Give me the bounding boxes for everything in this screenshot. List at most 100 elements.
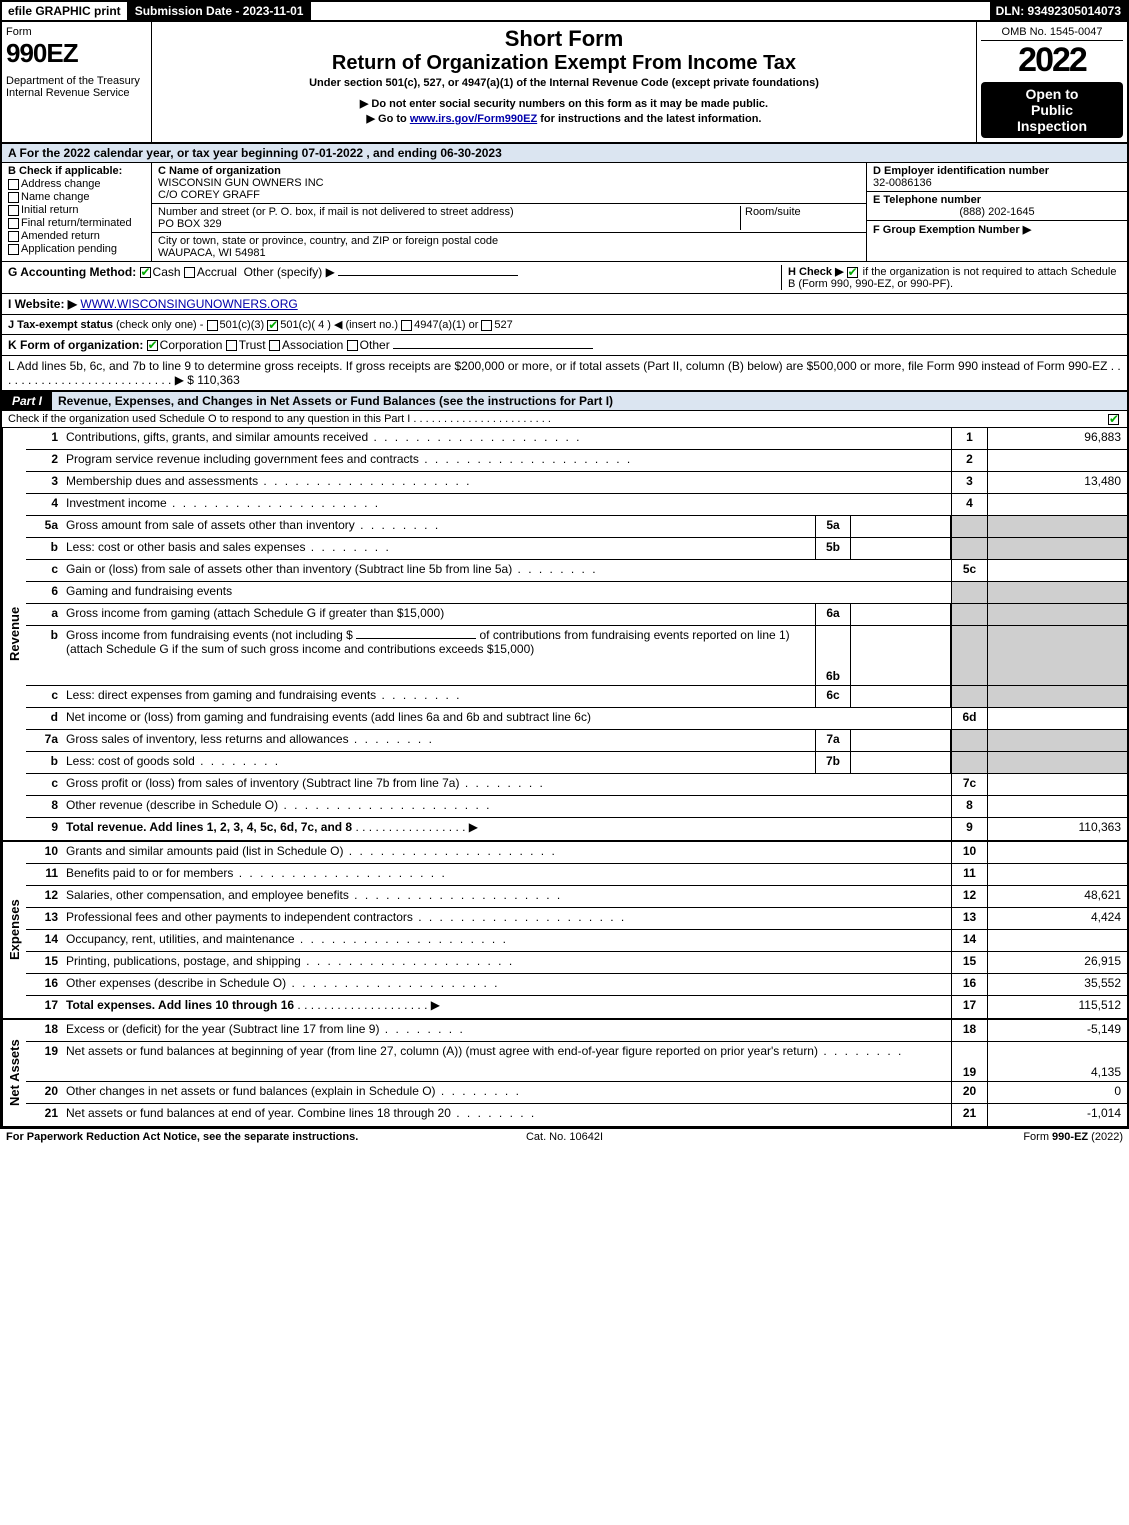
under-section: Under section 501(c), 527, or 4947(a)(1)… — [158, 77, 970, 89]
line5a-miniamt — [851, 516, 951, 537]
line6b-num: b — [26, 626, 62, 685]
cb-association[interactable] — [269, 340, 280, 351]
line18-amt: -5,149 — [987, 1020, 1127, 1041]
lbl-amended-return: Amended return — [21, 230, 100, 242]
cb-application-pending[interactable] — [8, 244, 19, 255]
line15-desc: Printing, publications, postage, and shi… — [62, 952, 951, 973]
line14-num: 14 — [26, 930, 62, 951]
line6d-num: d — [26, 708, 62, 729]
line2-box: 2 — [951, 450, 987, 471]
goto-link[interactable]: www.irs.gov/Form990EZ — [410, 113, 537, 125]
line21-box: 21 — [951, 1104, 987, 1126]
line11-desc: Benefits paid to or for members — [62, 864, 951, 885]
lbl-final-return: Final return/terminated — [21, 217, 132, 229]
line5c-desc: Gain or (loss) from sale of assets other… — [62, 560, 951, 581]
line20-desc: Other changes in net assets or fund bala… — [62, 1082, 951, 1103]
line7c-amt — [987, 774, 1127, 795]
line9-desc: Total revenue. Add lines 1, 2, 3, 4, 5c,… — [62, 818, 951, 840]
cb-501c3[interactable] — [207, 320, 218, 331]
cb-4947a1[interactable] — [401, 320, 412, 331]
l-text: L Add lines 5b, 6c, and 7b to line 9 to … — [8, 359, 1121, 387]
lbl-other-org: Other — [360, 338, 390, 352]
line10-box: 10 — [951, 842, 987, 863]
line8-desc: Other revenue (describe in Schedule O) — [62, 796, 951, 817]
cb-corporation[interactable] — [147, 340, 158, 351]
line11-box: 11 — [951, 864, 987, 885]
line6d-box: 6d — [951, 708, 987, 729]
section-h: H Check ▶ if the organization is not req… — [781, 265, 1121, 290]
efile-print[interactable]: efile GRAPHIC print — [2, 2, 129, 20]
open-line3: Inspection — [983, 118, 1121, 134]
line8-num: 8 — [26, 796, 62, 817]
cb-address-change[interactable] — [8, 179, 19, 190]
expenses-grid: Expenses 10Grants and similar amounts pa… — [0, 842, 1129, 1020]
page-footer: For Paperwork Reduction Act Notice, see … — [0, 1128, 1129, 1145]
cb-name-change[interactable] — [8, 192, 19, 203]
line20-box: 20 — [951, 1082, 987, 1103]
line20-amt: 0 — [987, 1082, 1127, 1103]
form-label: Form — [6, 26, 147, 38]
cb-accrual[interactable] — [184, 267, 195, 278]
line6b-amount-input[interactable] — [356, 638, 476, 639]
goto-prefix: ▶ Go to — [367, 113, 410, 125]
other-method-input[interactable] — [338, 275, 518, 276]
l-value: 110,363 — [197, 373, 240, 387]
line6c-minibox: 6c — [815, 686, 851, 707]
street-value: PO BOX 329 — [158, 218, 222, 230]
line5b-minibox: 5b — [815, 538, 851, 559]
line17-box: 17 — [951, 996, 987, 1018]
lbl-association: Association — [282, 338, 343, 352]
line15-box: 15 — [951, 952, 987, 973]
section-j-tax-status: J Tax-exempt status (check only one) - 5… — [0, 315, 1129, 335]
line12-desc: Salaries, other compensation, and employ… — [62, 886, 951, 907]
website-link[interactable]: WWW.WISCONSINGUNOWNERS.ORG — [80, 297, 297, 311]
other-org-input[interactable] — [393, 348, 593, 349]
line13-desc: Professional fees and other payments to … — [62, 908, 951, 929]
cb-501c[interactable] — [267, 320, 278, 331]
line20-num: 20 — [26, 1082, 62, 1103]
line4-box: 4 — [951, 494, 987, 515]
cb-schedule-o-part-i[interactable] — [1108, 414, 1119, 425]
line6d-desc: Net income or (loss) from gaming and fun… — [62, 708, 951, 729]
cb-cash[interactable] — [140, 267, 151, 278]
line5a-boxgrey — [951, 516, 987, 537]
line17-desc: Total expenses. Add lines 10 through 16 … — [62, 996, 951, 1018]
j-label: J Tax-exempt status — [8, 319, 113, 331]
tax-year: 2022 — [981, 41, 1123, 80]
cb-schedule-b-not-required[interactable] — [847, 267, 858, 278]
line9-amt: 110,363 — [987, 818, 1127, 840]
cb-other-org[interactable] — [347, 340, 358, 351]
line15-amt: 26,915 — [987, 952, 1127, 973]
section-i-website: I Website: ▶ WWW.WISCONSINGUNOWNERS.ORG — [0, 294, 1129, 315]
lbl-application-pending: Application pending — [21, 243, 117, 255]
line7a-amtgrey — [987, 730, 1127, 751]
omb-number: OMB No. 1545-0047 — [981, 26, 1123, 41]
line19-box: 19 — [951, 1042, 987, 1081]
cb-527[interactable] — [481, 320, 492, 331]
cb-trust[interactable] — [226, 340, 237, 351]
line19-desc: Net assets or fund balances at beginning… — [62, 1042, 951, 1081]
header-right: OMB No. 1545-0047 2022 Open to Public In… — [977, 22, 1127, 142]
section-def: D Employer identification number 32-0086… — [867, 163, 1127, 261]
lbl-cash: Cash — [153, 265, 181, 279]
line4-num: 4 — [26, 494, 62, 515]
line8-box: 8 — [951, 796, 987, 817]
line7b-minibox: 7b — [815, 752, 851, 773]
k-label: K Form of organization: — [8, 338, 143, 352]
cb-initial-return[interactable] — [8, 205, 19, 216]
line3-num: 3 — [26, 472, 62, 493]
cb-amended-return[interactable] — [8, 231, 19, 242]
line6-boxgrey — [951, 582, 987, 603]
line21-num: 21 — [26, 1104, 62, 1126]
part-i-desc: Revenue, Expenses, and Changes in Net As… — [52, 392, 1127, 410]
line12-amt: 48,621 — [987, 886, 1127, 907]
line5b-desc: Less: cost or other basis and sales expe… — [62, 538, 815, 559]
cb-final-return[interactable] — [8, 218, 19, 229]
e-phone-value: (888) 202-1645 — [873, 206, 1121, 218]
line7c-desc: Gross profit or (loss) from sales of inv… — [62, 774, 951, 795]
line6c-desc: Less: direct expenses from gaming and fu… — [62, 686, 815, 707]
line4-desc: Investment income — [62, 494, 951, 515]
short-form-title: Short Form — [158, 26, 970, 52]
line6a-num: a — [26, 604, 62, 625]
lbl-501c: 501(c)( 4 ) ◀ (insert no.) — [280, 319, 398, 331]
